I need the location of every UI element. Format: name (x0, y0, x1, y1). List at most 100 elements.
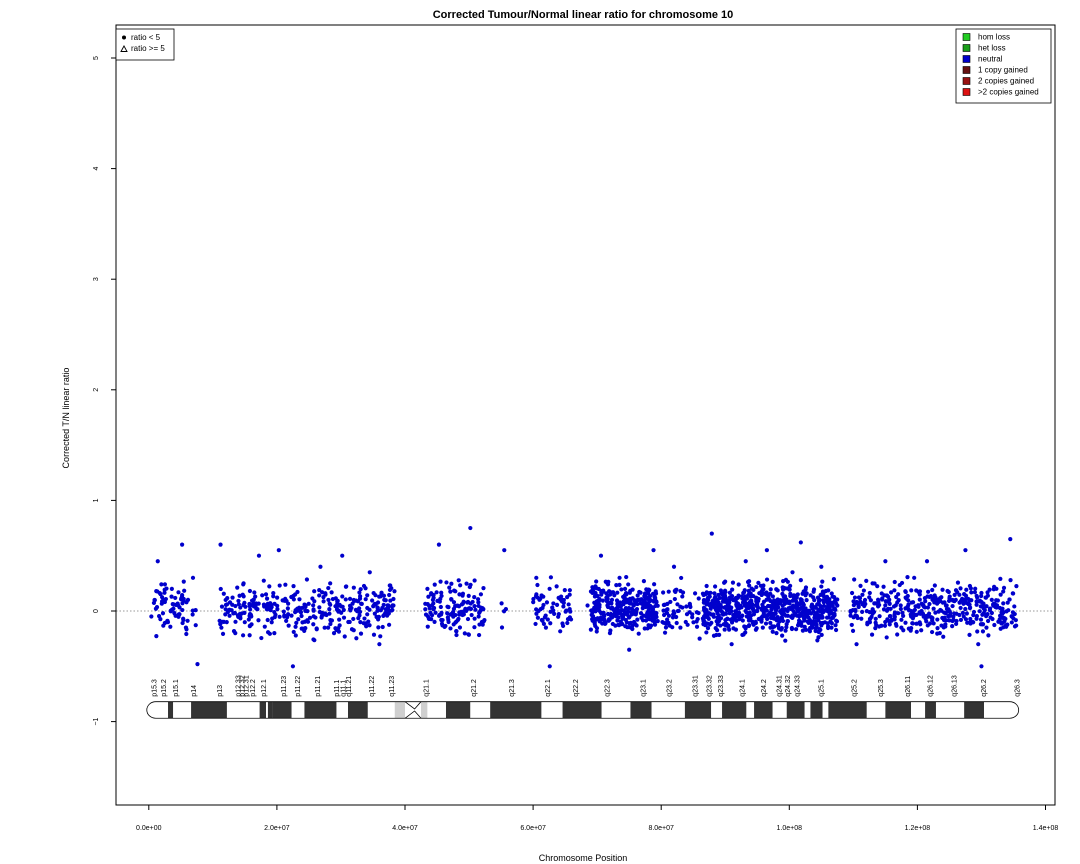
band-label-q26-3: q26.3 (1015, 679, 1022, 697)
data-point (749, 598, 754, 603)
ideogram-band (964, 701, 985, 719)
data-point (554, 584, 559, 589)
data-point (761, 591, 767, 596)
data-point (612, 593, 617, 598)
data-point (597, 596, 602, 602)
data-point (797, 614, 802, 619)
data-point (552, 611, 557, 616)
data-point (879, 623, 884, 628)
data-point (558, 629, 563, 634)
data-point (619, 587, 624, 592)
data-point (217, 618, 222, 623)
data-point (873, 620, 878, 625)
data-point (269, 620, 274, 625)
data-point (169, 586, 174, 591)
data-point (624, 597, 629, 602)
data-point (341, 615, 347, 620)
data-point (957, 592, 962, 597)
band-label-p12-31: p12.31 (244, 675, 251, 697)
data-point (782, 612, 787, 617)
data-point (821, 598, 826, 603)
data-point (887, 622, 892, 627)
data-point (262, 624, 267, 629)
data-point (743, 594, 748, 599)
ideogram-band (427, 701, 446, 719)
legend-swatch (962, 77, 971, 85)
data-point (381, 602, 386, 607)
data-point (909, 588, 914, 593)
data-point (680, 594, 685, 599)
band-label-q26-13: q26.13 (951, 675, 958, 697)
data-point (432, 619, 437, 624)
data-point (193, 623, 198, 628)
data-point (704, 630, 709, 635)
data-point (798, 540, 803, 545)
data-point (445, 615, 450, 620)
data-point (157, 590, 162, 596)
data-point (931, 621, 936, 626)
band-label-p12-33: p12.33 (236, 675, 243, 697)
data-point (544, 600, 550, 605)
data-point (778, 617, 784, 622)
data-point (833, 623, 838, 628)
data-point (543, 625, 549, 630)
data-point (932, 583, 937, 588)
band-label-q26-11: q26.11 (905, 676, 912, 697)
data-point (978, 617, 984, 622)
data-point (793, 627, 799, 632)
band-label-p11-21: p11.21 (315, 676, 322, 697)
data-point (565, 620, 570, 626)
data-point (674, 620, 679, 626)
data-point (997, 605, 1003, 611)
data-point (475, 597, 481, 602)
data-point (893, 603, 898, 608)
data-point (849, 590, 855, 596)
data-point (833, 601, 839, 606)
data-point (371, 632, 377, 637)
band-label-p12-2: p12.2 (250, 679, 257, 697)
data-point (615, 605, 620, 610)
band-label-q25-2: q25.2 (852, 679, 859, 697)
data-point (335, 598, 340, 603)
data-point (267, 584, 272, 589)
data-point (879, 591, 884, 596)
data-point (815, 638, 820, 643)
data-point (597, 602, 602, 607)
ideogram-band (711, 701, 723, 719)
data-point (1001, 601, 1006, 606)
data-point (1009, 620, 1014, 625)
data-point (894, 623, 899, 628)
data-point (423, 607, 428, 612)
data-point (551, 601, 556, 606)
data-point (162, 590, 167, 595)
data-point (958, 617, 964, 623)
data-point (478, 592, 484, 597)
ideogram-band (367, 701, 395, 719)
data-point (630, 587, 635, 592)
data-point (560, 621, 565, 626)
data-point (375, 605, 380, 610)
data-point (909, 600, 914, 605)
data-point (799, 623, 804, 628)
band-label-q25-1: q25.1 (819, 679, 826, 697)
data-point (734, 603, 739, 608)
data-point (986, 633, 991, 638)
y-axis-label: Corrected T/N linear ratio (61, 368, 71, 469)
data-point (542, 615, 547, 620)
data-point (180, 620, 185, 626)
data-point (955, 580, 961, 585)
data-point (767, 611, 772, 616)
data-point (425, 586, 430, 591)
data-point (534, 575, 539, 580)
data-point (958, 598, 964, 604)
data-point (599, 590, 604, 595)
data-point (716, 592, 721, 598)
data-point (363, 586, 368, 591)
data-point (994, 604, 999, 609)
data-point (684, 612, 690, 617)
data-point (356, 615, 361, 621)
ideogram-band (259, 701, 267, 719)
data-point (830, 611, 835, 616)
data-point (429, 613, 435, 618)
